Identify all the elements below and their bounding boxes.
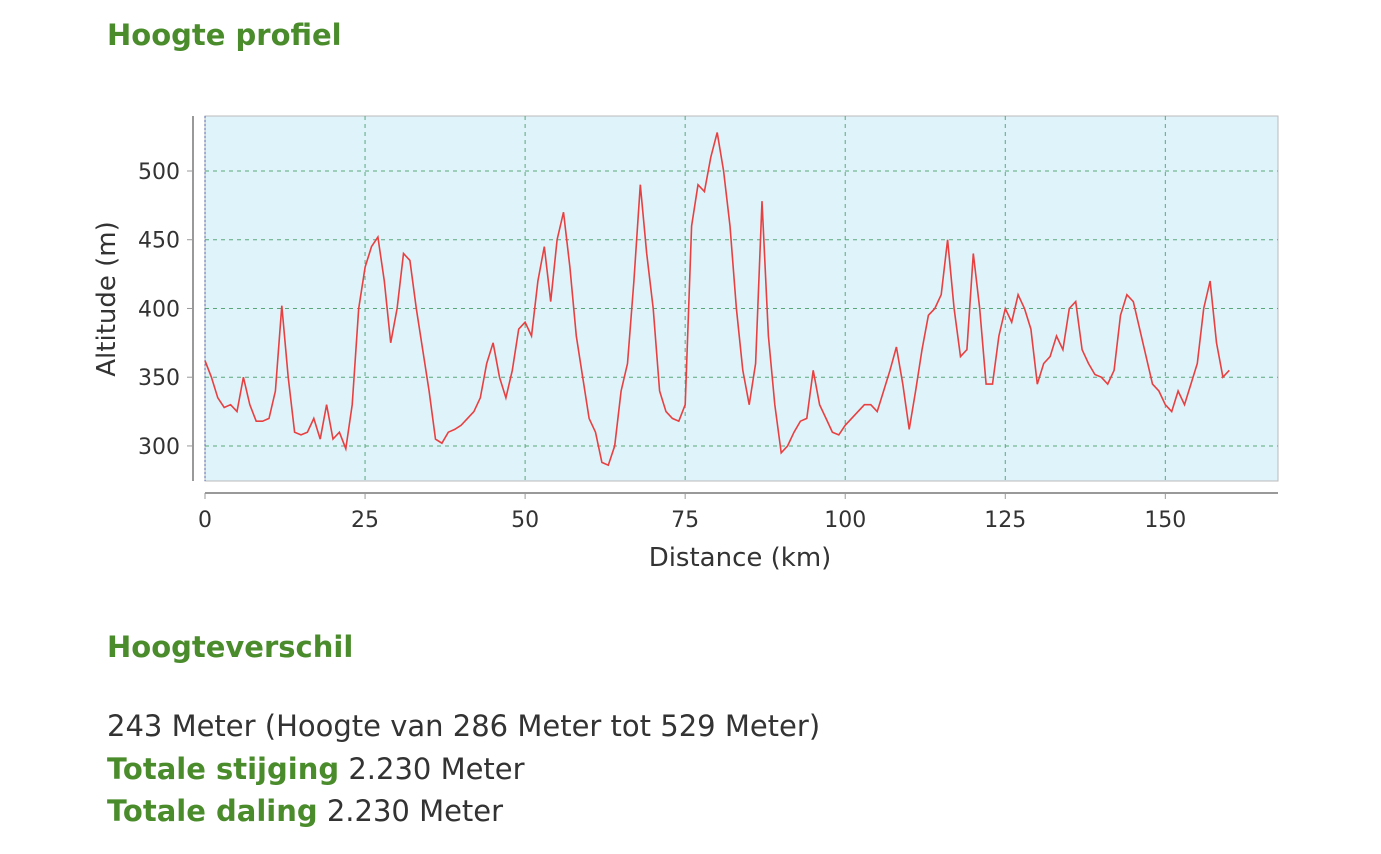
x-tick-label: 150 xyxy=(1144,508,1186,533)
y-axis-label: Altitude (m) xyxy=(92,221,122,376)
ascent-value: 2.230 Meter xyxy=(348,752,525,786)
y-tick-label: 450 xyxy=(138,229,180,254)
altitude-line xyxy=(204,132,1230,467)
total-ascent: Totale stijging 2.230 Meter xyxy=(107,752,525,786)
x-tick-label: 75 xyxy=(671,508,699,533)
elevation-chart: 0 25 50 75 100 125 150 300 350 400 450 500 Distance… xyxy=(92,115,1279,573)
x-tick-label: 25 xyxy=(351,508,379,533)
page-title: Hoogte profiel xyxy=(107,18,342,52)
x-tick-label: 0 xyxy=(198,508,212,533)
y-tick-label: 400 xyxy=(138,297,180,322)
x-tick-label: 50 xyxy=(511,508,539,533)
ascent-label: Totale stijging xyxy=(107,752,340,786)
plot-area xyxy=(204,115,1279,482)
x-axis-label: Distance (km) xyxy=(649,543,832,573)
section-title-diff: Hoogteverschil xyxy=(107,630,354,664)
descent-label: Totale daling xyxy=(107,794,318,828)
descent-value: 2.230 Meter xyxy=(326,794,504,828)
elevation-summary: 243 Meter (Hoogte van 286 Meter tot 529 … xyxy=(107,709,821,743)
total-descent: Totale daling 2.230 Meter xyxy=(107,794,503,828)
y-tick-label: 500 xyxy=(138,160,180,185)
y-tick-label: 300 xyxy=(138,435,180,460)
y-tick-label: 350 xyxy=(138,366,180,391)
x-tick-label: 100 xyxy=(824,508,866,533)
x-tick-label: 125 xyxy=(984,508,1026,533)
